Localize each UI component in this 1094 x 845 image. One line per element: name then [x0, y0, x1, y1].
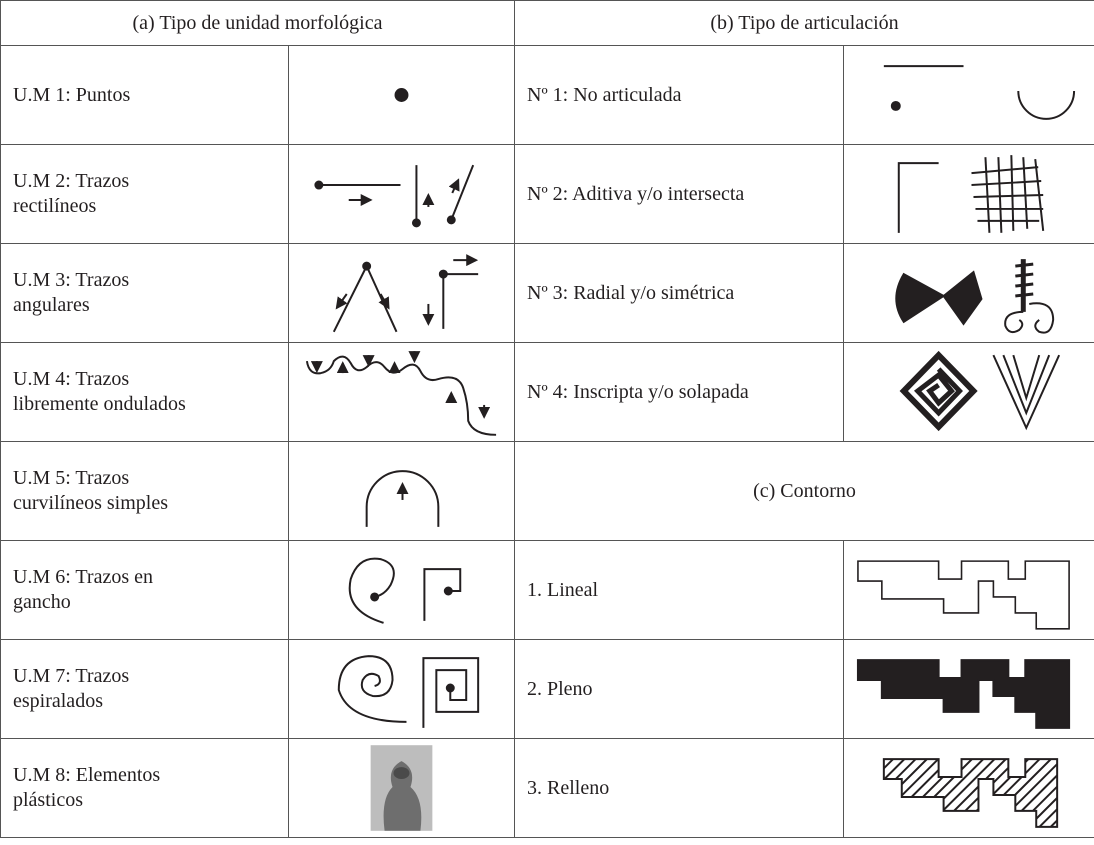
- icon-cell: [843, 144, 1094, 244]
- contour-label: 2. Pleno: [514, 639, 844, 739]
- unit-label: U.M 2: Trazos rectilíneos: [0, 144, 289, 244]
- icon: [332, 254, 479, 333]
- icon: [856, 659, 1071, 729]
- contour-header: (c) Contorno: [514, 441, 1094, 541]
- label-line: rectilíneos: [13, 195, 97, 217]
- label-line: curvilíneos simples: [13, 492, 168, 514]
- articulation-label: Nº 3: Radial y/o simétrica: [514, 243, 844, 343]
- label-line: angulares: [13, 294, 90, 316]
- icon: [857, 560, 1070, 630]
- icon: [365, 470, 440, 527]
- icon-cell: [843, 45, 1094, 145]
- label-line: U.M 3: Trazos: [13, 269, 130, 291]
- icon: [348, 557, 462, 624]
- icon: [899, 350, 1061, 432]
- row: U.M 3: Trazos angulares Nº 3: Radial y/o …: [0, 243, 1094, 343]
- label-line: libremente ondulados: [13, 393, 186, 415]
- icon: [314, 164, 475, 228]
- icon-cell: [843, 639, 1094, 739]
- label-line: U.M 6: Trazos en: [13, 566, 154, 588]
- icon-cell: [288, 540, 515, 640]
- icon: [370, 745, 433, 831]
- icon-cell: [843, 342, 1094, 442]
- row: U.M 8: Elementos plásticos 3. Relleno: [0, 738, 1094, 838]
- icon-cell: [843, 243, 1094, 343]
- icon-cell: [288, 738, 515, 838]
- icon-cell: [288, 243, 515, 343]
- row: U.M 1: Puntos Nº 1: No articulada: [0, 45, 1094, 145]
- row: U.M 6: Trazos en gancho 1. Lineal: [0, 540, 1094, 640]
- label-line: U.M 1: Puntos: [13, 83, 131, 106]
- icon: [305, 351, 497, 436]
- contour-label: 1. Lineal: [514, 540, 844, 640]
- unit-label: U.M 5: Trazos curvilíneos simples: [0, 441, 289, 541]
- label-line: U.M 4: Trazos: [13, 368, 130, 390]
- header-cell: (b) Tipo de articulación: [514, 0, 1094, 46]
- header-cell: (a) Tipo de unidad morfológica: [0, 0, 515, 46]
- unit-label: U.M 1: Puntos: [0, 45, 289, 145]
- icon-cell: [288, 45, 515, 145]
- icon-cell: [843, 738, 1094, 838]
- row: U.M 2: Trazos rectilíneos Nº 2: Aditiva y…: [0, 144, 1094, 244]
- icon-cell: [288, 144, 515, 244]
- unit-label: U.M 4: Trazos libremente ondulados: [0, 342, 289, 442]
- label-line: U.M 5: Trazos: [13, 467, 130, 489]
- icon: [897, 155, 1045, 233]
- icon-cell: [288, 441, 515, 541]
- label-line: espiralados: [13, 690, 103, 712]
- icon: [337, 655, 480, 728]
- unit-label: U.M 6: Trazos en gancho: [0, 540, 289, 640]
- icon: [882, 758, 1059, 828]
- row: U.M 7: Trazos espiralados 2. Pleno: [0, 639, 1094, 739]
- label-line: plásticos: [13, 789, 83, 811]
- label-line: U.M 7: Trazos: [13, 665, 130, 687]
- icon-cell: [843, 540, 1094, 640]
- row: U.M 5: Trazos curvilíneos simples (c) Con…: [0, 441, 1094, 541]
- icon: [394, 88, 409, 102]
- articulation-label: Nº 4: Inscripta y/o solapada: [514, 342, 844, 442]
- unit-label: U.M 3: Trazos angulares: [0, 243, 289, 343]
- header-row: (a) Tipo de unidad morfológica (b) Tipo …: [0, 0, 1094, 46]
- label-line: gancho: [13, 591, 71, 613]
- icon-cell: [288, 342, 515, 442]
- row: U.M 4: Trazos libremente ondulados Nº 4: …: [0, 342, 1094, 442]
- articulation-label: Nº 2: Aditiva y/o intersecta: [514, 144, 844, 244]
- articulation-label: Nº 1: No articulada: [514, 45, 844, 145]
- icon-cell: [288, 639, 515, 739]
- icon: [883, 65, 1076, 120]
- icon: [895, 259, 1055, 334]
- contour-label: 3. Relleno: [514, 738, 844, 838]
- unit-label: U.M 7: Trazos espiralados: [0, 639, 289, 739]
- label-line: U.M 2: Trazos: [13, 170, 130, 192]
- label-line: U.M 8: Elementos: [13, 764, 161, 786]
- unit-label: U.M 8: Elementos plásticos: [0, 738, 289, 838]
